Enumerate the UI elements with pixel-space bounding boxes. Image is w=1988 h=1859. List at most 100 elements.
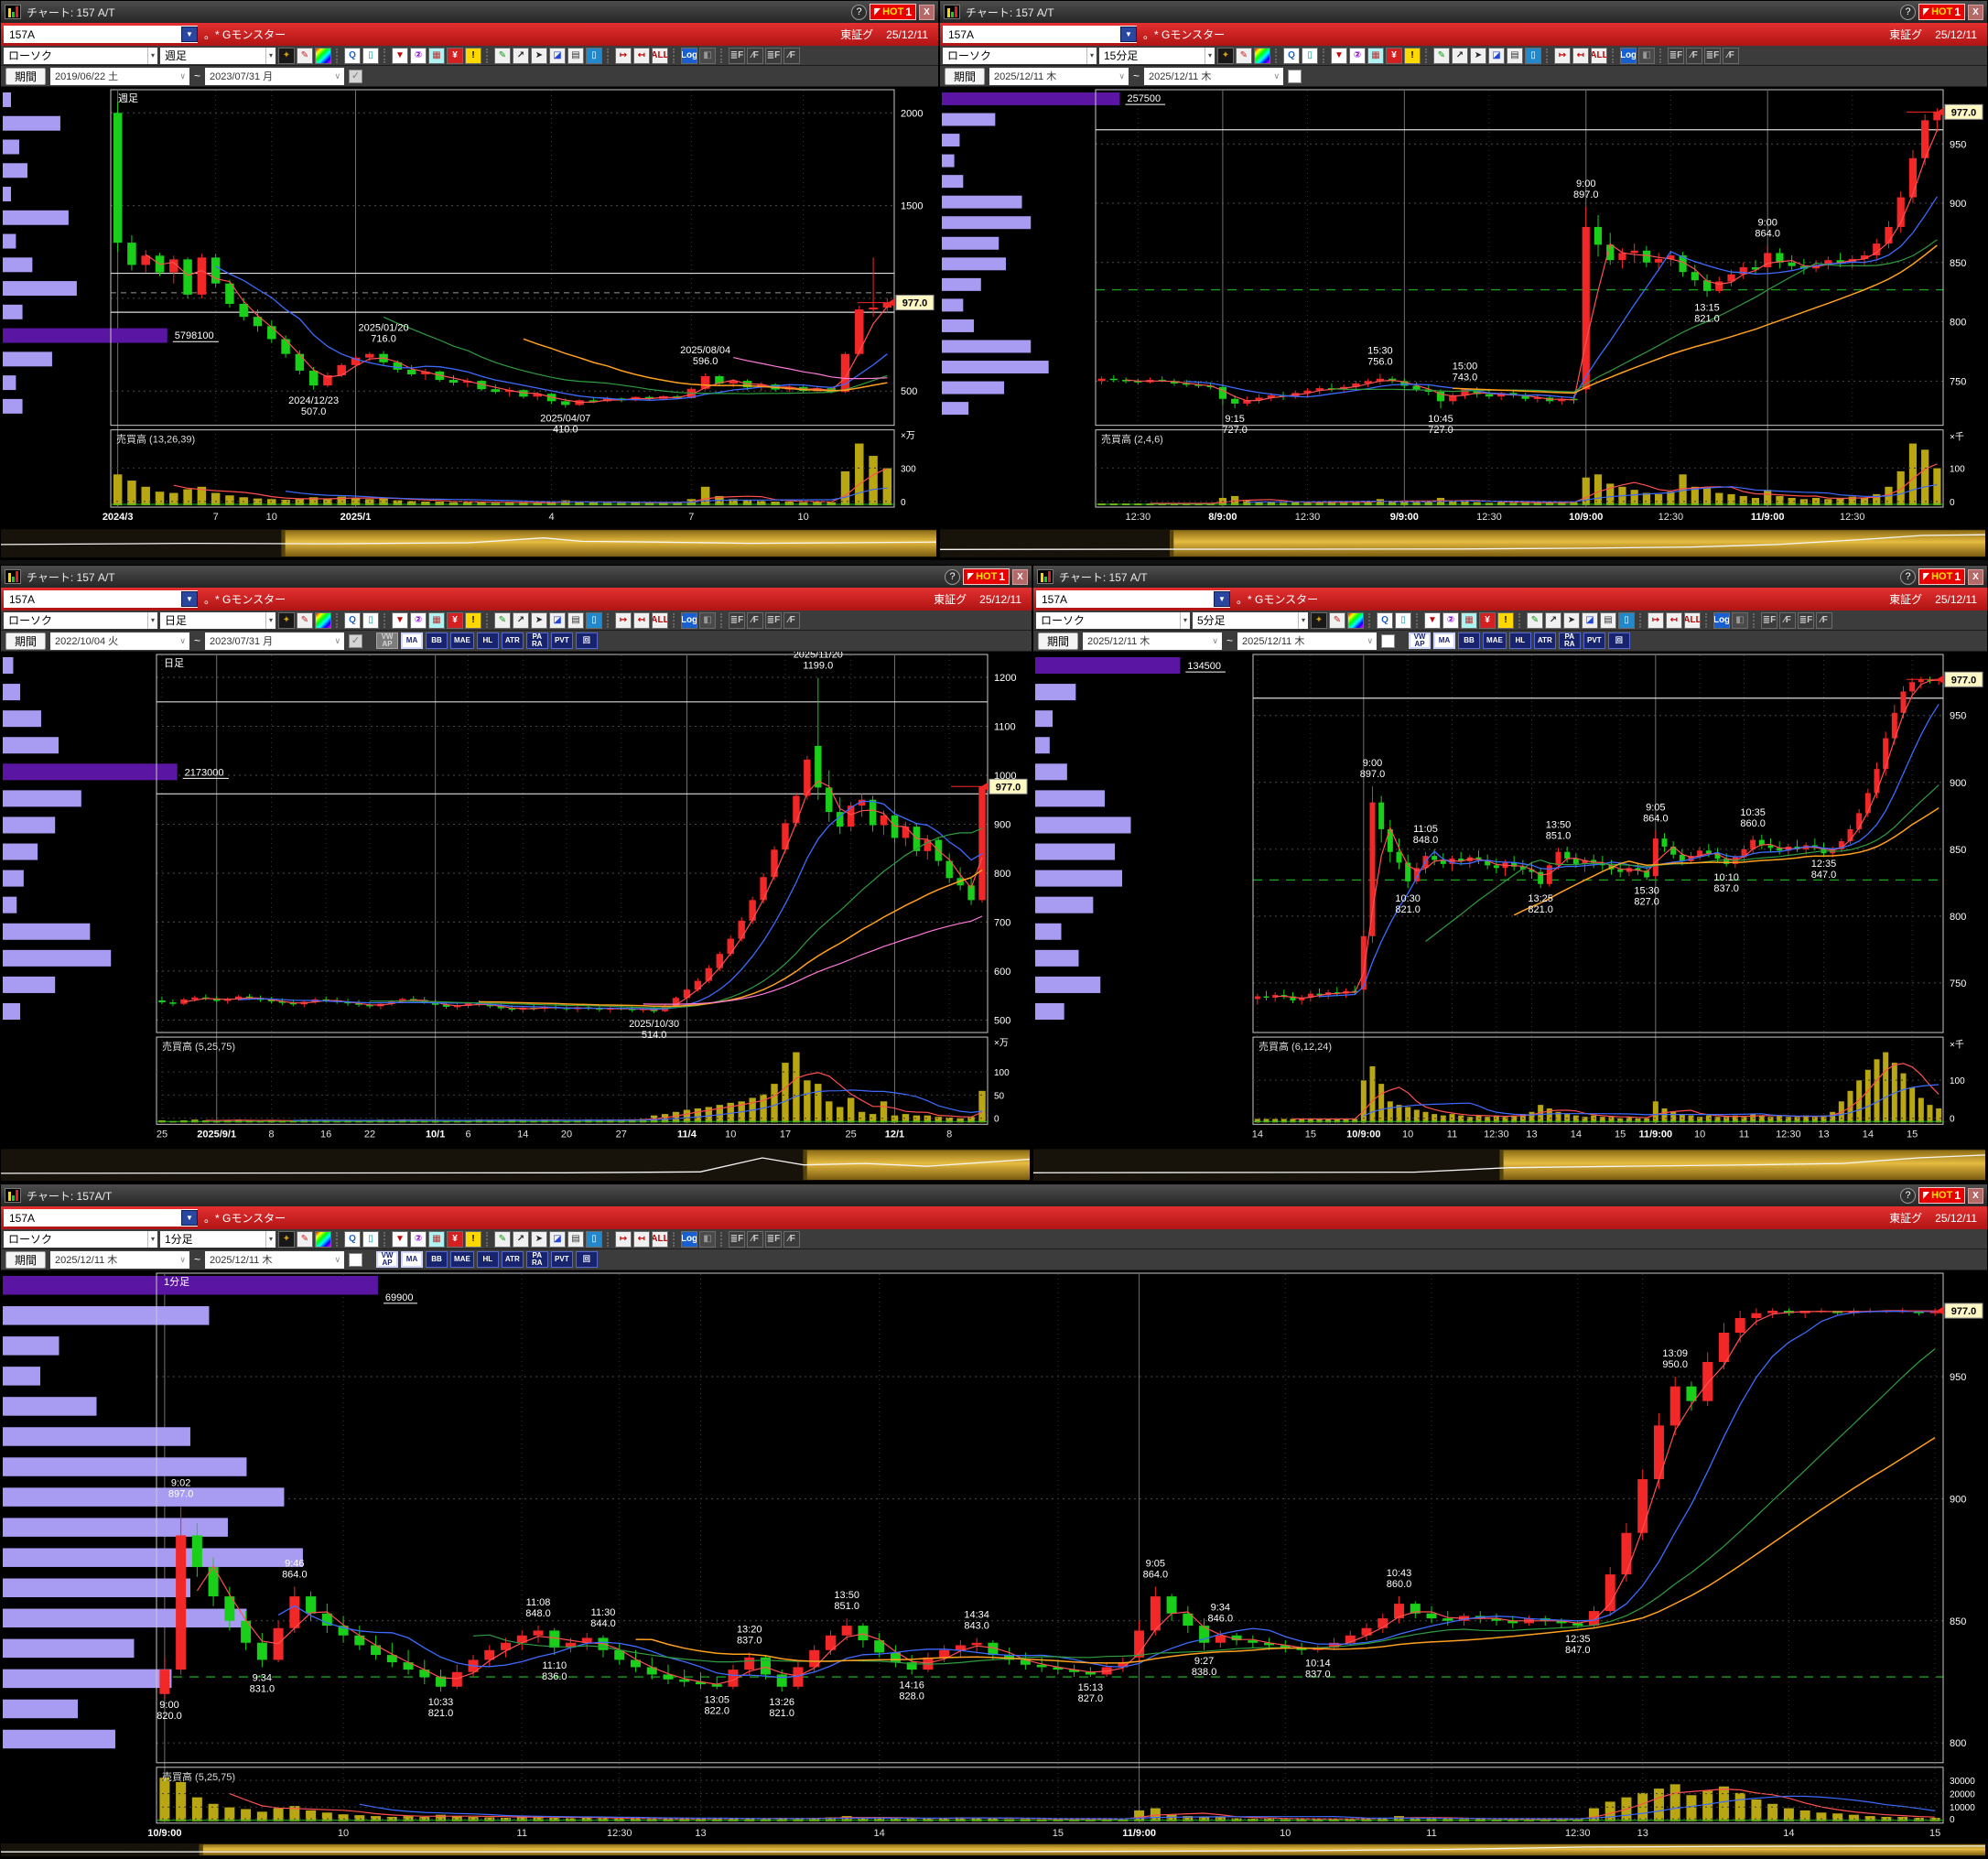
select-arrow-icon[interactable]: ▾	[1086, 47, 1097, 64]
warning-icon[interactable]: !	[465, 1230, 481, 1248]
symbol-select[interactable]: 157A ▼	[943, 26, 1137, 43]
period-button[interactable]: 期間	[5, 67, 47, 85]
period-start-select[interactable]: 2019/06/22 土 ∨	[50, 67, 190, 85]
theme-icon[interactable]: ◧	[699, 611, 716, 629]
timeframe-select[interactable]: 5分足 ▾	[1193, 611, 1308, 629]
trend-arrow-icon[interactable]: ↗	[513, 47, 529, 64]
chart-type-select[interactable]: ローソク ▾	[943, 47, 1097, 64]
indicator-button-mae[interactable]: MAE	[450, 1251, 474, 1268]
theme-icon[interactable]: ◧	[699, 1230, 716, 1248]
lineset-f3-icon[interactable]: ≣F	[1704, 47, 1721, 64]
indicator-button-pvt[interactable]: PVT	[550, 632, 573, 649]
timeframe-select[interactable]: 1分足 ▾	[160, 1230, 276, 1248]
select-arrow-icon[interactable]: ▾	[1179, 611, 1190, 629]
close-button[interactable]: X	[1968, 568, 1983, 585]
help-button[interactable]: ?	[945, 568, 961, 585]
indicator-button-ma[interactable]: MA	[1433, 632, 1456, 649]
timeframe-select[interactable]: 週足 ▾	[160, 47, 276, 64]
trash-icon[interactable]: ▯	[586, 1230, 602, 1248]
indicator-button-kai[interactable]: 回	[575, 1251, 598, 1268]
dropdown-arrow-icon[interactable]: ▼	[1214, 591, 1230, 607]
circle-2-icon[interactable]: ②	[1442, 611, 1459, 629]
pencil-green-icon[interactable]: ✎	[1433, 47, 1450, 64]
candle-shift-left-icon[interactable]: ↦	[615, 611, 632, 629]
period-end-select[interactable]: 2025/12/11 木 ∨	[1144, 67, 1284, 85]
indicator-button-atr[interactable]: ATR	[501, 632, 524, 649]
trend-arrow-icon[interactable]: ↗	[1452, 47, 1468, 64]
hot1-badge[interactable]: HOT 1	[1918, 1187, 1965, 1204]
theme-icon[interactable]: ◧	[699, 47, 716, 64]
symbol-select[interactable]: 157A ▼	[1036, 590, 1230, 608]
circle-2-icon[interactable]: ②	[410, 611, 427, 629]
help-button[interactable]: ?	[1900, 4, 1917, 20]
indicator-button-para[interactable]: PA RA	[525, 632, 548, 649]
warning-icon[interactable]: !	[465, 47, 481, 64]
grid-icon[interactable]: ▦	[428, 1230, 445, 1248]
log-scale-icon[interactable]: Log	[681, 1230, 697, 1248]
layout-icon[interactable]: ▯	[1395, 611, 1411, 629]
chart-canvas[interactable]: 950 900 850 800 750 14 15 10/9:00 10 11 12:30 13 14 1…	[1033, 652, 1985, 1181]
warning-icon[interactable]: !	[1404, 47, 1421, 64]
window-titlebar[interactable]: チャート: 157 A/T ? HOT 1 X	[1033, 566, 1987, 588]
download-arrow-icon[interactable]: ▼	[392, 1230, 408, 1248]
pattern-icon[interactable]: ✦	[1217, 47, 1234, 64]
window-titlebar[interactable]: チャート: 157A/T ? HOT 1 X	[1, 1184, 1987, 1206]
circle-2-icon[interactable]: ②	[410, 1230, 427, 1248]
cursor-icon[interactable]: ➤	[1563, 611, 1580, 629]
indicator-button-hl[interactable]: HL	[1508, 632, 1531, 649]
lineset-f2-icon[interactable]: ⁄F	[1779, 611, 1796, 629]
indicator-button-bb[interactable]: BB	[1458, 632, 1481, 649]
indicator-button-bb[interactable]: BB	[426, 632, 448, 649]
candle-shift-right-icon[interactable]: ↤	[633, 1230, 650, 1248]
theme-icon[interactable]: ◧	[1638, 47, 1655, 64]
period-start-select[interactable]: 2022/10/04 火 ∨	[50, 632, 190, 650]
chart-type-select[interactable]: ローソク ▾	[4, 611, 157, 629]
period-checkbox[interactable]	[1381, 633, 1396, 648]
select-arrow-icon[interactable]: ▾	[265, 611, 276, 629]
layout-icon[interactable]: ▯	[362, 47, 379, 64]
theme-icon[interactable]: ◧	[1732, 611, 1748, 629]
range-navigator[interactable]	[1033, 1149, 1985, 1181]
rainbow-icon[interactable]	[315, 611, 331, 629]
period-start-select[interactable]: 2025/12/11 木 ∨	[50, 1250, 190, 1269]
dropdown-arrow-icon[interactable]: ▼	[181, 591, 198, 607]
period-start-select[interactable]: 2025/12/11 木 ∨	[989, 67, 1129, 85]
period-button[interactable]: 期間	[1038, 632, 1079, 650]
period-button[interactable]: 期間	[945, 67, 986, 85]
zoom-icon[interactable]: Q	[344, 1230, 361, 1248]
select-arrow-icon[interactable]: ▾	[146, 1230, 157, 1248]
all-icon[interactable]: ALL	[652, 47, 668, 64]
select-arrow-icon[interactable]: ▾	[265, 1230, 276, 1248]
circle-2-icon[interactable]: ②	[1349, 47, 1366, 64]
select-arrow-icon[interactable]: ▾	[146, 47, 157, 64]
indicator-button-ma[interactable]: MA	[401, 632, 424, 649]
pen-red-icon[interactable]: ✎	[1236, 47, 1252, 64]
period-end-select[interactable]: 2023/07/31 月 ∨	[205, 632, 345, 650]
trash-icon[interactable]: ▯	[586, 47, 602, 64]
lineset-f3-icon[interactable]: ≣F	[1798, 611, 1814, 629]
timeframe-select[interactable]: 日足 ▾	[160, 611, 276, 629]
circle-2-icon[interactable]: ②	[410, 47, 427, 64]
window-titlebar[interactable]: チャート: 157 A/T ? HOT 1 X	[1, 566, 1032, 588]
all-icon[interactable]: ALL	[652, 1230, 668, 1248]
rainbow-icon[interactable]	[1254, 47, 1270, 64]
lineset-f3-icon[interactable]: ≣F	[765, 1230, 782, 1248]
indicator-button-mae[interactable]: MAE	[1483, 632, 1507, 649]
document-icon[interactable]: ▤	[567, 47, 584, 64]
window-titlebar[interactable]: チャート: 157 A/T ? HOT 1 X	[1, 1, 938, 23]
chart-canvas[interactable]: 2000150010005002024/37102025/14710579810…	[1, 87, 936, 557]
yen-icon[interactable]: ¥	[447, 47, 463, 64]
all-icon[interactable]: ALL	[1591, 47, 1607, 64]
eraser-icon[interactable]: ◪	[549, 611, 566, 629]
candle-shift-left-icon[interactable]: ↦	[615, 47, 632, 64]
document-icon[interactable]: ▤	[567, 611, 584, 629]
close-button[interactable]: X	[1968, 4, 1983, 20]
pen-red-icon[interactable]: ✎	[1329, 611, 1345, 629]
lineset-f4-icon[interactable]: ⁄F	[1723, 47, 1739, 64]
candle-shift-right-icon[interactable]: ↤	[633, 47, 650, 64]
log-scale-icon[interactable]: Log	[681, 47, 697, 64]
indicator-button-ma[interactable]: MA	[401, 1251, 424, 1268]
indicator-button-atr[interactable]: ATR	[501, 1251, 524, 1268]
period-checkbox[interactable]	[349, 1252, 363, 1267]
